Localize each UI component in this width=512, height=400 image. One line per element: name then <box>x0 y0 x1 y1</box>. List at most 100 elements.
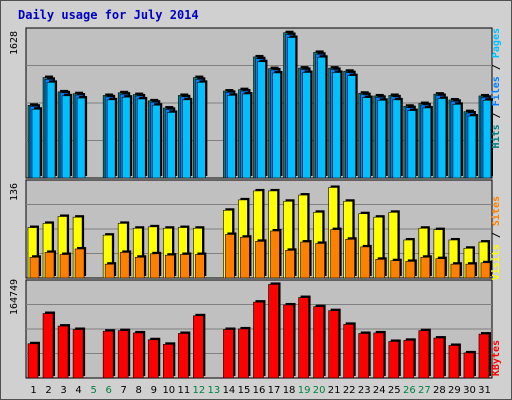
kbytes-bar <box>463 352 475 379</box>
kbytes-bar <box>102 330 114 379</box>
pages-bar <box>317 56 326 179</box>
pages-bar <box>422 107 432 179</box>
pages-bar <box>76 97 86 179</box>
kbytes-bar <box>72 329 84 379</box>
pages-bar <box>136 98 146 179</box>
pages-bar <box>242 93 251 179</box>
x-tick-label: 14 <box>223 385 236 396</box>
x-tick-label: 7 <box>121 385 127 396</box>
x-tick-label: 30 <box>463 385 476 396</box>
sites-bar <box>119 252 130 279</box>
chart-title: Daily usage for July 2014 <box>18 8 199 22</box>
pages-bar <box>332 72 341 179</box>
sites-bar <box>300 241 310 279</box>
legend-separator: / <box>491 226 502 244</box>
pages-bar <box>272 72 281 179</box>
hits-panel <box>25 27 493 179</box>
kbytes-bar <box>193 315 204 379</box>
kbytes-bar <box>178 333 189 379</box>
x-tick-label: 10 <box>162 385 175 396</box>
x-tick-label: 17 <box>268 385 281 396</box>
pages-bar <box>166 112 176 179</box>
sites-bar <box>360 246 371 279</box>
sites-bar <box>134 256 145 279</box>
sites-bar <box>330 229 340 279</box>
sites-bar <box>390 260 401 279</box>
sites-bar <box>225 234 235 279</box>
x-tick-label: 18 <box>283 385 296 396</box>
kbytes-bar <box>328 310 339 379</box>
kbytes-panel <box>25 279 493 379</box>
kbytes-bar <box>42 313 54 379</box>
sites-bar <box>435 258 446 279</box>
sites-bar <box>44 252 55 279</box>
sites-bar <box>104 263 115 279</box>
legend-hits: Hits <box>490 124 502 148</box>
x-tick-label: 19 <box>298 385 311 396</box>
x-tick-label: 6 <box>105 385 111 396</box>
kbytes-bar <box>433 337 445 379</box>
kbytes-bar <box>147 339 159 379</box>
kbytes-bar <box>132 332 144 379</box>
legend-separator: / <box>491 106 502 124</box>
pages-bar <box>347 75 356 179</box>
pages-bar <box>407 110 417 179</box>
kbytes-bar <box>253 301 264 379</box>
sites-bar <box>285 250 295 279</box>
pages-bar <box>302 72 311 179</box>
sites-bar <box>59 254 70 279</box>
sites-bar <box>465 263 476 279</box>
legend-visits: Visits <box>490 244 502 280</box>
kbytes-bar <box>57 325 69 379</box>
legend-separator: / <box>491 58 502 76</box>
legend-files: Files <box>490 76 502 106</box>
sites-bar <box>375 259 386 279</box>
kbytes-bar <box>358 333 370 379</box>
sites-bar <box>149 253 160 279</box>
x-tick-label: 29 <box>448 385 461 396</box>
pages-bar <box>467 115 477 179</box>
pages-bar <box>121 96 131 179</box>
sites-bar <box>345 238 355 279</box>
x-tick-label: 8 <box>136 385 142 396</box>
x-tick-label: 21 <box>328 385 341 396</box>
sites-bar <box>480 262 491 279</box>
x-tick-label: 9 <box>151 385 157 396</box>
pages-bar <box>392 99 402 179</box>
x-tick-label: 11 <box>177 385 190 396</box>
pages-bar <box>227 95 236 179</box>
kbytes-bar <box>313 306 324 379</box>
kbytes-bar <box>268 284 279 379</box>
sites-bar <box>74 248 85 279</box>
x-tick-label: 24 <box>373 385 386 396</box>
x-tick-label: 13 <box>208 385 221 396</box>
kbytes-legend: KBytes <box>491 340 502 376</box>
pages-bar <box>377 99 387 179</box>
kbytes-ymax-label: 164749 <box>9 279 20 315</box>
sites-bar <box>29 256 40 279</box>
x-axis-labels: 1 2 3 4 5 6 7 8 9 10 11 12 13 14 15 16 17 18 19 20 21 22 23 24 2… <box>30 385 491 396</box>
x-tick-label: 31 <box>478 385 491 396</box>
kbytes-bar <box>388 341 400 379</box>
x-tick-label: 3 <box>60 385 66 396</box>
x-tick-label: 22 <box>343 385 356 396</box>
sites-bar <box>450 263 461 279</box>
visits-panel <box>25 179 493 279</box>
kbytes-bar <box>283 304 294 379</box>
pages-bar <box>437 98 447 179</box>
x-tick-label: 27 <box>418 385 431 396</box>
kbytes-bar <box>448 345 460 379</box>
x-tick-label: 4 <box>75 385 81 396</box>
sites-bar <box>270 230 280 279</box>
pages-bar <box>182 99 191 179</box>
sites-bar <box>195 254 205 279</box>
pages-bar <box>151 104 161 179</box>
visits-ymax-label: 136 <box>9 183 20 201</box>
x-tick-label: 16 <box>253 385 266 396</box>
kbytes-bar <box>478 333 490 379</box>
sites-bar <box>240 236 250 279</box>
x-tick-label: 1 <box>30 385 36 396</box>
pages-bar <box>362 97 372 179</box>
x-tick-label: 25 <box>388 385 401 396</box>
